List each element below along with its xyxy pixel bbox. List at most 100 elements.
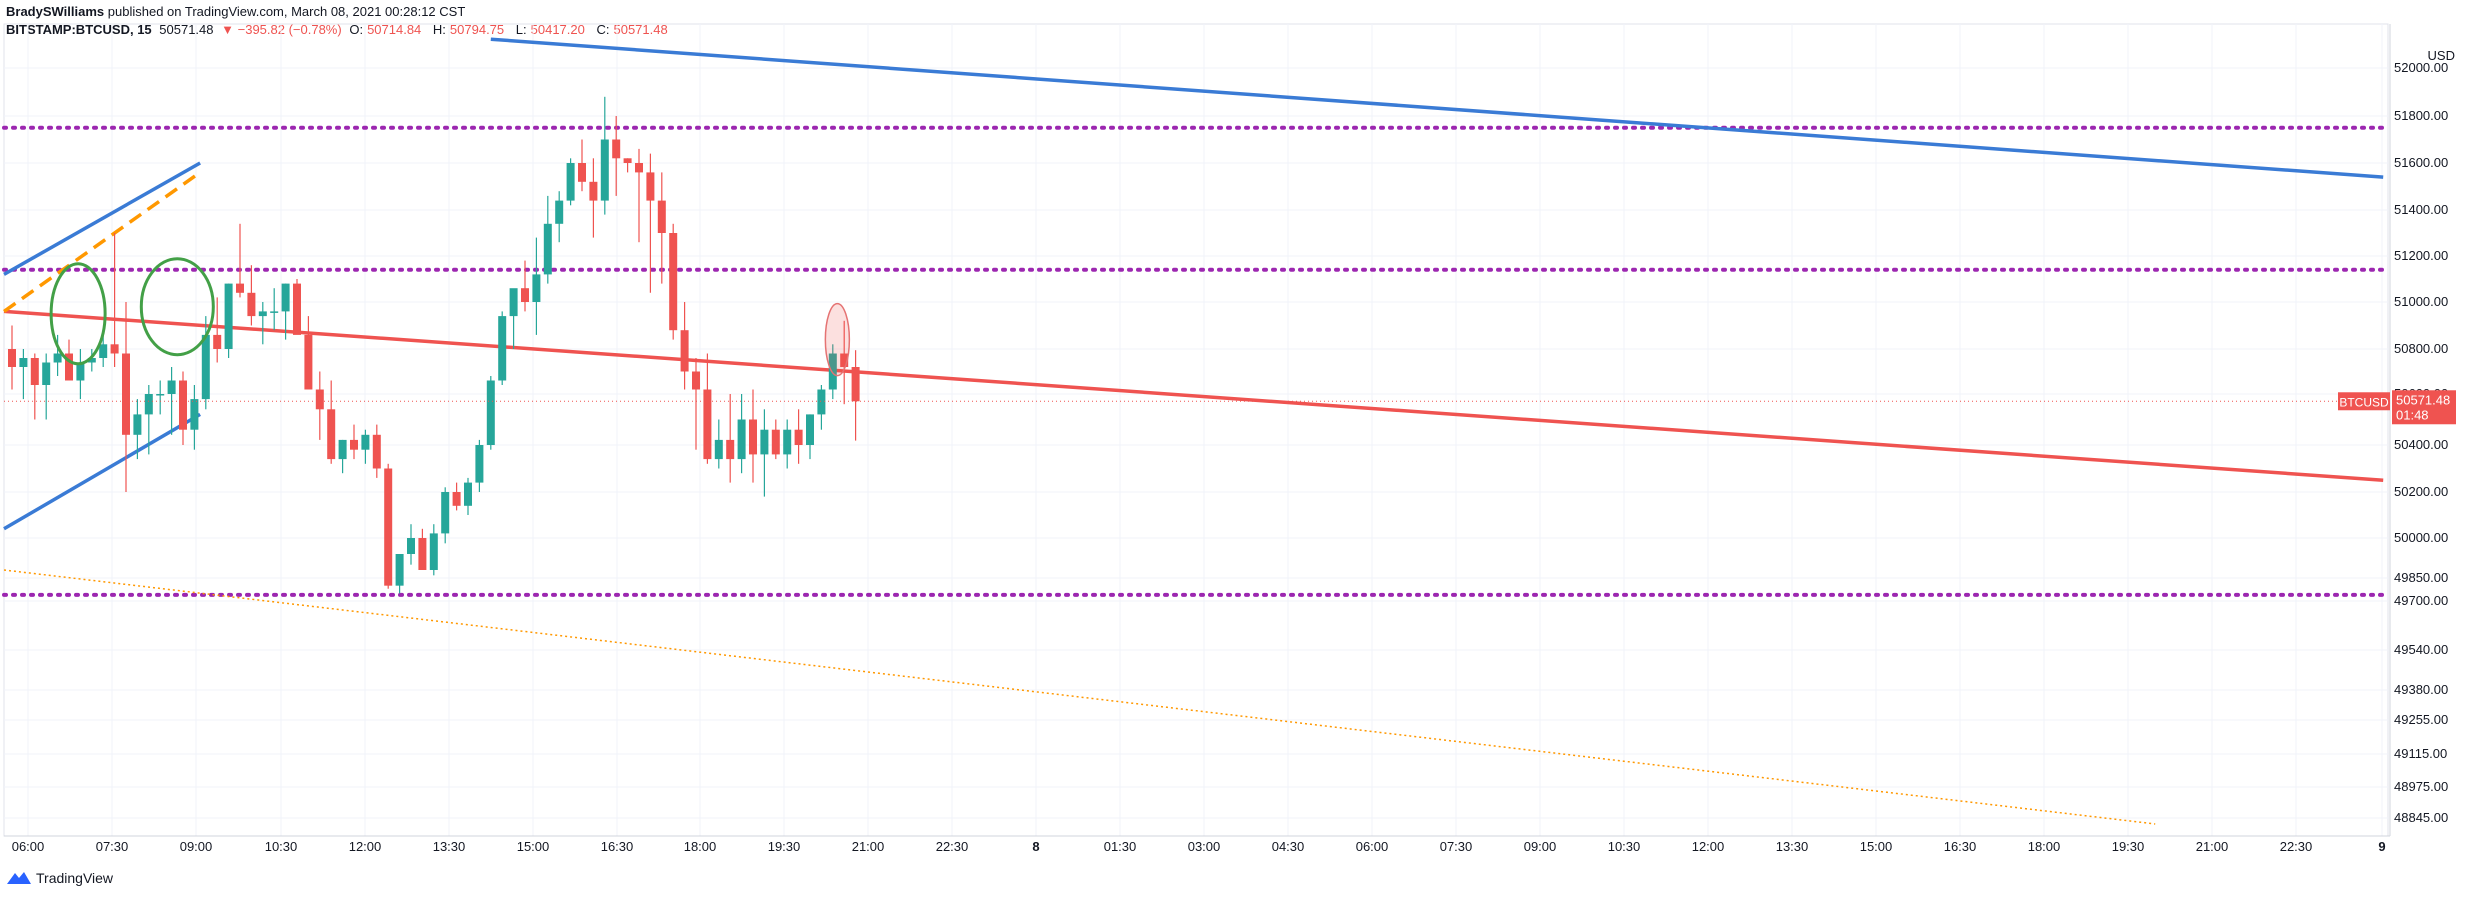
candle-body [372, 434, 381, 469]
candle-body [53, 353, 62, 363]
orange-dashed-trendline [3, 170, 202, 313]
candle-body [817, 389, 826, 415]
close-label: C: [596, 22, 610, 37]
candle-body [521, 288, 529, 302]
blue-trendline [3, 161, 201, 276]
time-tick-label: 19:30 [768, 839, 801, 854]
candle-body [42, 362, 51, 385]
publisher-name[interactable]: BradySWilliams [6, 4, 105, 19]
time-tick-label: 8 [1032, 839, 1039, 854]
price-tick-label: 49700.00 [2394, 593, 2448, 608]
published-text: published on TradingView.com, March 08, … [107, 4, 466, 19]
candle-body [224, 283, 233, 349]
tradingview-brand: TradingView [36, 870, 114, 886]
time-tick-label: 13:30 [1776, 839, 1809, 854]
candle-body [851, 367, 860, 402]
plot-frame [3, 23, 2389, 837]
candle-body [669, 233, 678, 331]
candle-body [293, 283, 301, 335]
candle-body [247, 292, 256, 317]
price-tick-label: 51800.00 [2394, 108, 2448, 123]
time-tick-label: 07:30 [1440, 839, 1473, 854]
symbol-badge [2338, 392, 2390, 411]
price-tick-label: 49380.00 [2394, 682, 2448, 697]
candle-body [304, 334, 313, 390]
time-tick-label: 09:00 [1524, 839, 1557, 854]
time-tick-label: 10:30 [1608, 839, 1641, 854]
blue-trendline [3, 412, 201, 531]
price-tick-label: 51600.00 [2394, 155, 2448, 170]
high-value: 50794.75 [449, 22, 505, 37]
candle-body [806, 414, 814, 445]
candle-body [395, 554, 404, 586]
candle-body [486, 380, 495, 445]
candle-body [122, 353, 130, 435]
candlestick-series [8, 96, 860, 594]
price-tick-label: 50400.00 [2394, 437, 2448, 452]
candle-body [760, 429, 769, 455]
candle-body [179, 380, 187, 430]
red-trendline [3, 309, 2384, 482]
time-tick-label: 19:30 [2112, 839, 2145, 854]
candle-body [190, 399, 199, 430]
candle-body [258, 311, 267, 317]
price-badge-value: 50571.48 [2396, 392, 2450, 407]
price-tick-label: 51200.00 [2394, 248, 2448, 263]
candle-body [350, 439, 358, 450]
candle-body [828, 353, 837, 390]
chart-annotations [4, 257, 2388, 402]
candle-body [452, 492, 461, 506]
candle-body [144, 394, 153, 415]
candle-body [315, 389, 324, 410]
candle-body [498, 316, 507, 381]
chart-drawings [2, 37, 2390, 825]
candle-body [657, 200, 666, 233]
price-tick-label: 49255.00 [2394, 712, 2448, 727]
time-tick-label: 06:00 [12, 839, 45, 854]
candle-body [19, 358, 28, 367]
candle-body [8, 349, 16, 367]
candle-body [361, 434, 370, 450]
candle-body [635, 163, 643, 173]
tradingview-logo-icon [7, 872, 31, 884]
time-tick-label: 10:30 [265, 839, 298, 854]
time-tick-label: 18:00 [684, 839, 717, 854]
time-tick-label: 16:30 [601, 839, 634, 854]
candle-body [270, 311, 279, 313]
candle-body [840, 353, 849, 367]
green-circle-annotation [49, 262, 107, 366]
candle-body [566, 163, 575, 201]
price-tick-label: 49850.00 [2394, 570, 2448, 585]
open-value: 50714.84 [367, 22, 422, 37]
candle-body [692, 371, 700, 390]
candle-body [99, 344, 108, 358]
candle-body [201, 334, 210, 400]
candle-body [156, 394, 165, 396]
candle-body [703, 389, 712, 460]
low-label: L: [515, 22, 527, 37]
close-value: 50571.48 [613, 22, 668, 37]
tradingview-footer[interactable]: TradingView [6, 870, 113, 886]
candle-body [771, 429, 780, 455]
candle-body [464, 482, 472, 506]
publish-info: BradySWilliams published on TradingView.… [6, 3, 676, 21]
candle-body [429, 533, 438, 570]
candle-body [623, 158, 632, 163]
candle-body [384, 468, 393, 586]
chart-grid [3, 23, 2389, 837]
candle-body [87, 358, 96, 363]
time-tick-label: 21:00 [2196, 839, 2229, 854]
price-tick-label: 50000.00 [2394, 530, 2448, 545]
blue-trendline [490, 37, 2384, 179]
candle-body [543, 223, 552, 275]
candle-body [213, 334, 222, 349]
candle-body [646, 172, 655, 201]
pink-ellipse-annotation [824, 302, 851, 377]
symbol-label[interactable]: BITSTAMP:BTCUSD, 15 [6, 22, 152, 37]
candle-body [794, 429, 803, 445]
time-tick-label: 12:00 [349, 839, 382, 854]
candle-body [338, 439, 347, 460]
candle-body [327, 409, 336, 460]
candle-body [281, 283, 290, 312]
